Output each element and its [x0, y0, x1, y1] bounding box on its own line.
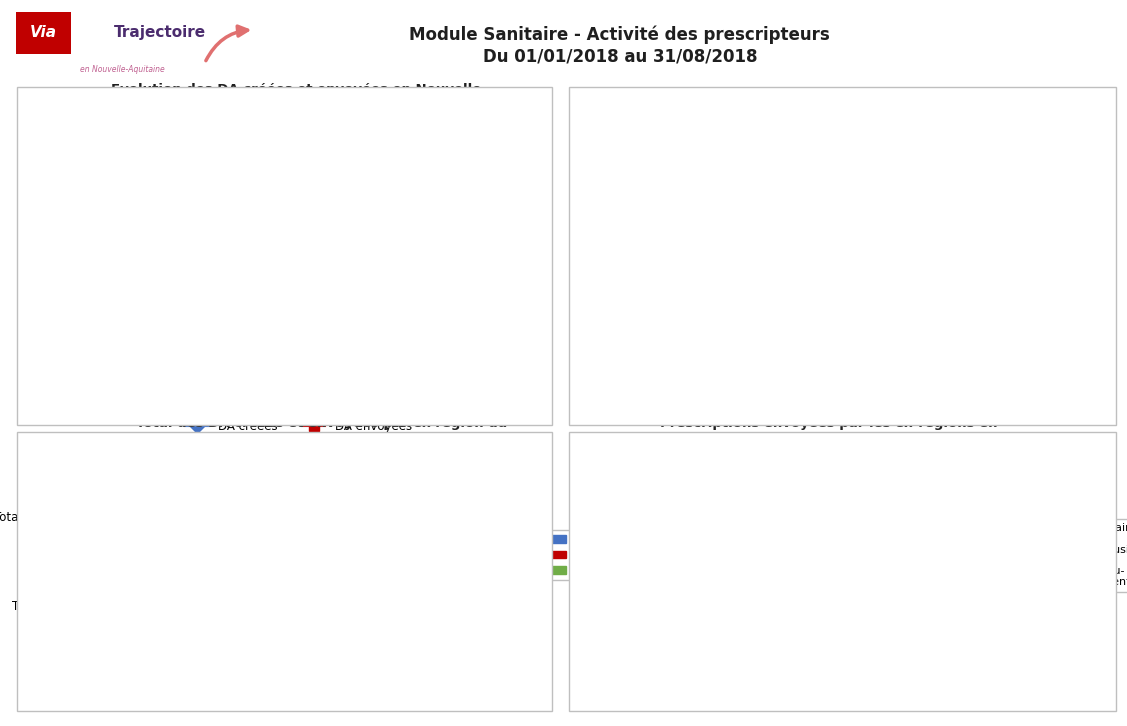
Text: Délai médian de
prolongation :: Délai médian de prolongation :	[943, 287, 1039, 309]
Text: Module Sanitaire - Activité des prescripteurs: Module Sanitaire - Activité des prescrip…	[409, 25, 831, 44]
Text: Etude des délais prescripteurs: Etude des délais prescripteurs	[726, 107, 965, 122]
Text: 9 987: 9 987	[492, 200, 520, 209]
Text: 1 611: 1 611	[734, 632, 758, 642]
Text: 10 496: 10 496	[371, 191, 403, 201]
Text: 3 394: 3 394	[734, 565, 758, 574]
Text: Délai médian de
prévenance :: Délai médian de prévenance :	[816, 287, 912, 310]
Text: 53 218: 53 218	[193, 511, 234, 521]
Legend: DA créées, DA envoyées: DA créées, DA envoyées	[180, 415, 417, 438]
Text: 8 050: 8 050	[314, 261, 341, 271]
Text: 9 197: 9 197	[267, 600, 301, 610]
Text: 11 025: 11 025	[134, 182, 167, 192]
Text: 2 894: 2 894	[678, 576, 703, 585]
Text: 5 jours: 5 jours	[692, 334, 728, 344]
Text: 2 712: 2 712	[843, 581, 868, 590]
Text: 10 547: 10 547	[431, 190, 463, 200]
Text: 1 182: 1 182	[789, 643, 814, 652]
Text: 9 547: 9 547	[196, 236, 223, 246]
Legend: Aquitaine, Limousin, Poitou-Charentes: Aquitaine, Limousin, Poitou-Charentes	[548, 531, 674, 580]
Text: 10 748: 10 748	[314, 511, 355, 521]
Text: Trajectoire: Trajectoire	[114, 25, 206, 41]
Bar	[301, 571, 371, 637]
Text: 1er envoi de
la demande: 1er envoi de la demande	[774, 147, 832, 167]
Bar	[355, 484, 445, 550]
Text: 1 238: 1 238	[898, 641, 923, 650]
Text: 1 324: 1 324	[1009, 640, 1032, 648]
Text: Date
d'entrée en
MCO: Date d'entrée en MCO	[592, 142, 644, 173]
Text: 23 812: 23 812	[380, 511, 420, 521]
Text: 8 201: 8 201	[374, 258, 401, 269]
Bar	[113, 484, 314, 550]
Text: en Nouvelle-Aquitaine: en Nouvelle-Aquitaine	[80, 65, 166, 74]
Text: 1 286: 1 286	[843, 640, 868, 649]
Bar	[314, 484, 355, 550]
FancyBboxPatch shape	[1022, 109, 1092, 205]
Text: 1 346: 1 346	[678, 639, 703, 648]
Text: 10 312: 10 312	[252, 194, 285, 204]
FancyBboxPatch shape	[769, 109, 837, 205]
Text: 8 346: 8 346	[434, 256, 460, 266]
FancyBboxPatch shape	[16, 12, 71, 54]
Text: Via: Via	[30, 25, 57, 41]
Text: 40 560: 40 560	[169, 600, 210, 610]
Text: 1 189: 1 189	[953, 643, 978, 651]
FancyArrowPatch shape	[206, 26, 248, 61]
FancyBboxPatch shape	[583, 109, 651, 205]
Text: 6 392: 6 392	[953, 494, 978, 503]
Text: 18 352: 18 352	[316, 600, 356, 610]
Text: 12 737: 12 737	[194, 153, 227, 163]
Text: 8 062: 8 062	[256, 261, 283, 271]
Title: Prescriptions envoyées par les ex-régions en
2018: Prescriptions envoyées par les ex-région…	[659, 417, 997, 445]
Text: 6 785: 6 785	[678, 485, 703, 494]
Text: 8 344: 8 344	[137, 256, 163, 266]
Text: 2 815: 2 815	[898, 578, 923, 587]
Text: 2 786: 2 786	[789, 579, 814, 588]
Text: 7 638: 7 638	[624, 465, 648, 474]
Text: 9 655: 9 655	[78, 234, 105, 244]
Text: 3 429: 3 429	[624, 563, 648, 573]
Text: Admission
réelle: Admission réelle	[1033, 147, 1081, 167]
Text: 2 816: 2 816	[1009, 578, 1032, 587]
Text: 6 037: 6 037	[843, 502, 868, 512]
Title: Total des DA créées et envoyées par ex région du
01/01/2018 au 31/08/2018: Total des DA créées et envoyées par ex r…	[135, 417, 507, 445]
Text: 1 572: 1 572	[624, 634, 648, 643]
Text: 7 732: 7 732	[734, 463, 758, 472]
Text: 2 966: 2 966	[953, 574, 978, 584]
Text: 6 344: 6 344	[789, 496, 814, 505]
Text: 6 443: 6 443	[898, 493, 923, 502]
Text: Délai médian de déclenchement :: Délai médian de déclenchement :	[612, 287, 809, 298]
Text: Du 01/01/2018 au 31/08/2018: Du 01/01/2018 au 31/08/2018	[482, 47, 757, 65]
Text: Date
d'admission
souhaitée: Date d'admission souhaitée	[898, 142, 951, 173]
Title: Evolution des DA créées et envoyées en Nouvelle-
Aquitaine en 2018: Evolution des DA créées et envoyées en N…	[110, 83, 487, 111]
FancyBboxPatch shape	[890, 109, 959, 205]
Text: 5 847: 5 847	[1009, 507, 1032, 516]
Text: 3 jours: 3 jours	[846, 348, 881, 358]
Bar	[266, 571, 301, 637]
Text: 10 035: 10 035	[312, 199, 345, 208]
Text: 7 904: 7 904	[492, 264, 520, 274]
Legend: Aquitaine, Limousin, Poitou-
Charentes: Aquitaine, Limousin, Poitou- Charentes	[1057, 519, 1127, 592]
Text: 2 jours: 2 jours	[973, 348, 1009, 358]
Bar	[113, 571, 266, 637]
Text: 12 639: 12 639	[74, 155, 108, 165]
